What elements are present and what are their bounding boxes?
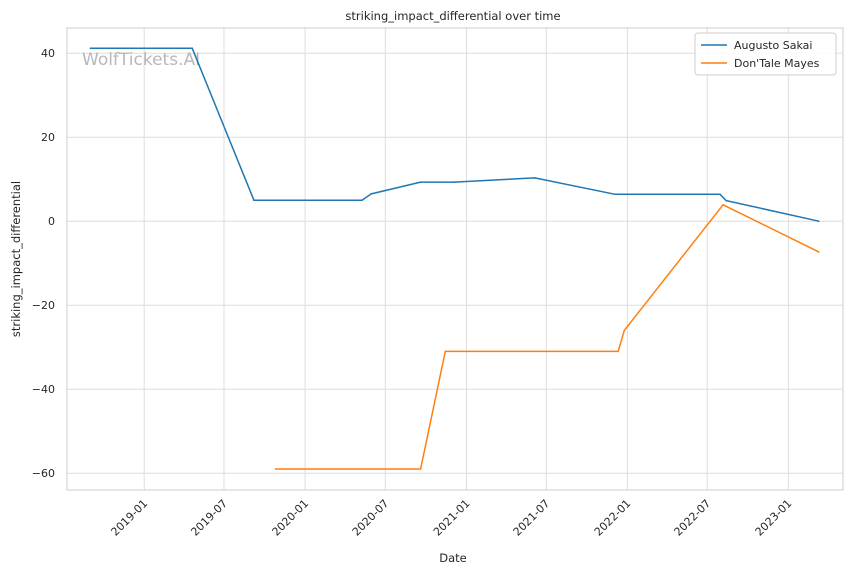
- data-point-don-tale-mayes: [617, 350, 619, 353]
- data-point-augusto-sakai: [253, 199, 255, 201]
- data-point-augusto-sakai: [453, 181, 456, 183]
- data-point-augusto-sakai: [614, 193, 616, 196]
- x-axis-title: Date: [439, 551, 467, 565]
- data-point-augusto-sakai: [370, 193, 373, 195]
- data-point-augusto-sakai: [818, 220, 820, 222]
- data-point-augusto-sakai: [361, 199, 363, 201]
- data-point-don-tale-mayes: [623, 329, 626, 332]
- y-tick-label: 40: [41, 47, 55, 60]
- data-point-don-tale-mayes: [419, 468, 422, 470]
- grid-lines: [67, 28, 843, 490]
- series-lines: [89, 47, 820, 470]
- y-axis-title: striking_impact_differential: [9, 181, 23, 337]
- data-point-don-tale-mayes: [722, 204, 724, 206]
- y-tick-label: −20: [32, 299, 55, 312]
- data-point-don-tale-mayes: [818, 251, 820, 253]
- data-point-augusto-sakai: [719, 193, 721, 196]
- data-point-don-tale-mayes: [274, 468, 277, 470]
- data-point-augusto-sakai: [89, 47, 92, 49]
- legend-box: [694, 32, 837, 76]
- legend-label-augusto-sakai: Augusto Sakai: [734, 39, 812, 52]
- y-tick-label: −40: [32, 383, 55, 396]
- y-tick-label: 0: [48, 215, 55, 228]
- y-tick-label: −60: [32, 467, 55, 480]
- series-line-augusto-sakai: [90, 47, 819, 222]
- data-point-augusto-sakai: [191, 47, 193, 49]
- chart-title: striking_impact_differential over time: [345, 9, 560, 23]
- data-point-augusto-sakai: [534, 177, 536, 179]
- data-point-augusto-sakai: [419, 181, 422, 183]
- data-point-augusto-sakai: [725, 199, 727, 202]
- y-tick-label: 20: [41, 131, 55, 144]
- legend: Augusto Sakai Don'Tale Mayes: [694, 32, 837, 76]
- watermark-text: WolfTickets.AI: [82, 50, 200, 70]
- plot-area-frame: [66, 27, 844, 491]
- legend-label-dontale-mayes: Don'Tale Mayes: [734, 57, 820, 70]
- data-point-don-tale-mayes: [444, 350, 447, 353]
